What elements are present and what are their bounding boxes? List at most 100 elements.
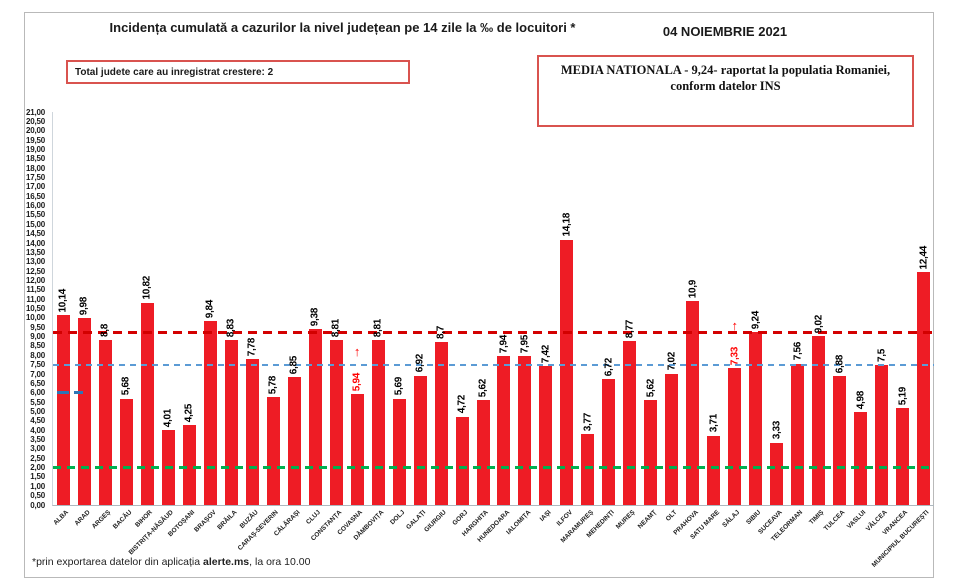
- x-axis-label-text: GORJ: [451, 509, 469, 527]
- bar-slot: 3,77: [577, 112, 598, 505]
- bar: [203, 320, 217, 505]
- bar-value-label: 8,81: [330, 318, 342, 338]
- y-axis-tick-label: 17,50: [25, 173, 45, 182]
- y-axis-tick-label: 0,00: [30, 500, 45, 510]
- bar: [602, 379, 616, 505]
- bar: [392, 398, 406, 505]
- bar: [98, 340, 112, 505]
- outer-border: [24, 12, 934, 578]
- bar-value-label: 6,72: [603, 357, 615, 377]
- bar-value-label: 8,77: [624, 319, 636, 338]
- bar-value-label: 9,84: [204, 299, 216, 318]
- y-axis-tick-label: 1,50: [30, 472, 45, 482]
- bar: [518, 356, 532, 505]
- x-axis-label-text: BRĂILA: [215, 509, 239, 532]
- footer-note: *prin exportarea datelor din aplicația a…: [32, 556, 310, 568]
- bar: [896, 407, 910, 505]
- bar-slot: 4,01: [158, 112, 179, 505]
- bar-value-label: 7,33: [729, 346, 741, 365]
- y-axis-tick-label: 8,50: [30, 341, 45, 351]
- bar-value-label: 7,78: [246, 338, 258, 357]
- bar: [119, 398, 133, 505]
- bar-slot: 9,84: [200, 112, 221, 505]
- y-axis-tick-label: 13,50: [25, 247, 45, 257]
- bar: [140, 302, 154, 505]
- reference-line-blue-partial-6: [57, 391, 83, 395]
- y-axis-tick-label: 7,50: [30, 360, 45, 370]
- bar-value-label: 7,95: [519, 334, 531, 354]
- y-axis-tick-label: 16,50: [25, 191, 45, 201]
- bar-slot: 7,56: [787, 112, 808, 505]
- bar-slot: 3,33: [766, 112, 787, 505]
- bar-value-label: 5,68: [120, 377, 132, 396]
- y-axis-tick-label: 15,00: [25, 219, 45, 229]
- bar-slot: 6,88: [829, 112, 850, 505]
- y-axis-tick-label: 18,00: [25, 163, 45, 173]
- y-axis-tick-label: 15,50: [25, 210, 45, 220]
- bar: [539, 366, 553, 505]
- reference-line-national-average: [53, 330, 934, 334]
- y-axis-tick-label: 11,50: [26, 285, 45, 295]
- bar-value-label: 7,42: [540, 344, 552, 364]
- bar-value-label: 10,14: [57, 288, 69, 313]
- bar: [623, 340, 637, 505]
- bar: [56, 315, 70, 505]
- bar: [455, 416, 469, 505]
- bar: [749, 332, 763, 505]
- y-axis-tick-label: 4,00: [30, 425, 45, 435]
- bar-value-label: 6,85: [288, 355, 300, 374]
- bar: [707, 435, 721, 505]
- growth-counties-text: Total judete care au inregistrat crester…: [75, 66, 274, 78]
- bar-slot: 8,83: [221, 112, 242, 505]
- bar-value-label: 9,24: [750, 310, 762, 330]
- bar: [371, 340, 385, 505]
- bar-slot: 6,72: [598, 112, 619, 505]
- bar-value-label: 14,18: [561, 213, 573, 237]
- bar-slot: 8,77: [619, 112, 640, 505]
- x-axis-label-text: IAȘI: [538, 509, 553, 523]
- y-axis-tick-label: 12,00: [25, 275, 45, 285]
- bar-slot: 9,02: [808, 112, 829, 505]
- bar-value-label: 7,94: [498, 335, 510, 354]
- y-axis-tick-label: 6,00: [30, 388, 45, 398]
- reference-line-blue-threshold: [53, 363, 934, 366]
- y-axis-tick-label: 9,50: [30, 322, 45, 332]
- bar-slot: 7,94: [494, 112, 515, 505]
- bar-slot: 8,7: [431, 112, 452, 505]
- bar-slot: 4,25: [179, 112, 200, 505]
- bar: [329, 340, 343, 505]
- y-axis-tick-label: 20,50: [25, 116, 45, 126]
- bar: [812, 336, 826, 505]
- y-axis-tick-label: 17,00: [25, 182, 45, 192]
- bar-value-label: 12,44: [918, 245, 929, 270]
- bar-value-label: 5,19: [897, 386, 909, 405]
- bar: [875, 364, 889, 505]
- x-axis-label-text: ARAD: [73, 509, 92, 528]
- bar-slot: 8,8: [95, 112, 116, 505]
- y-axis-tick-label: 1,00: [30, 481, 45, 491]
- bar: [560, 239, 574, 505]
- y-axis-tick-label: 10,50: [25, 304, 45, 313]
- y-axis-tick-label: 5,00: [30, 406, 45, 416]
- y-axis-tick-label: 19,00: [25, 144, 45, 154]
- bar-slot: 5,19: [892, 112, 913, 505]
- bar-slot: 6,85: [284, 112, 305, 505]
- bar: [287, 376, 301, 505]
- bar-value-label: 8,8: [99, 324, 111, 338]
- bar-slot: 5,62: [473, 112, 494, 505]
- bar: [581, 434, 595, 505]
- bar-value-label: 6,88: [834, 354, 846, 374]
- bar-value-label: 5,69: [393, 377, 405, 396]
- bar-slot: 4,98: [850, 112, 871, 505]
- bar-value-label: 4,01: [162, 408, 174, 427]
- x-axis-label-text: ILFOV: [555, 509, 574, 528]
- y-axis-tick-label: 7,00: [30, 369, 45, 379]
- bar-slot: 7,02: [661, 112, 682, 505]
- bar-value-label: 9,98: [78, 296, 90, 316]
- bar-value-label: 4,98: [855, 390, 867, 409]
- y-axis-tick-label: 14,50: [25, 229, 45, 239]
- bar-slot: 12,44: [913, 112, 934, 505]
- bar: [308, 329, 322, 505]
- bar-value-label: 4,72: [456, 395, 468, 414]
